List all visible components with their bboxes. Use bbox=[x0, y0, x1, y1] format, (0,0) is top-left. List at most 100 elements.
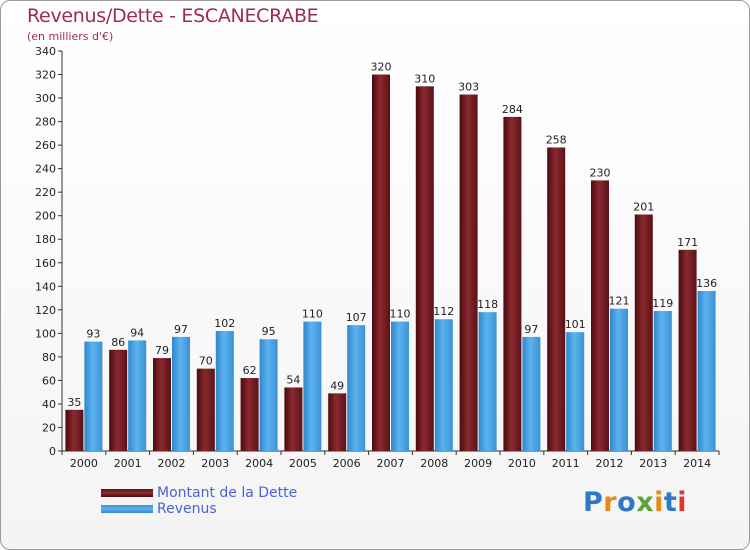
y-tick-label: 340 bbox=[35, 45, 56, 58]
data-label: 284 bbox=[502, 103, 523, 116]
bar-revenus bbox=[347, 325, 366, 451]
data-label: 62 bbox=[243, 364, 257, 377]
bar-revenus bbox=[303, 321, 322, 451]
y-tick-label: 40 bbox=[42, 398, 56, 411]
data-label: 201 bbox=[633, 201, 654, 214]
data-label: 110 bbox=[390, 308, 411, 321]
y-tick-label: 160 bbox=[35, 257, 56, 270]
bar-dette bbox=[415, 86, 434, 451]
y-tick-label: 80 bbox=[42, 351, 56, 364]
y-tick-label: 20 bbox=[42, 421, 56, 434]
bar-revenus bbox=[128, 340, 147, 451]
bar-dette bbox=[328, 393, 347, 451]
y-tick-label: 100 bbox=[35, 327, 56, 340]
logo-letter: i bbox=[654, 487, 664, 518]
bar-revenus bbox=[84, 341, 103, 451]
x-tick-label: 2007 bbox=[377, 457, 405, 470]
logo-letter: x bbox=[636, 487, 655, 518]
bar-revenus bbox=[478, 312, 497, 451]
data-label: 107 bbox=[346, 311, 367, 324]
logo-letter: t bbox=[663, 487, 678, 518]
bar-dette bbox=[109, 349, 128, 451]
bar-revenus bbox=[215, 331, 234, 451]
bar-dette bbox=[372, 74, 390, 451]
x-tick-label: 2013 bbox=[639, 457, 667, 470]
data-label: 121 bbox=[609, 295, 630, 308]
bar-revenus bbox=[434, 319, 453, 451]
data-label: 320 bbox=[371, 61, 392, 74]
bar-dette bbox=[65, 409, 84, 451]
bar-revenus bbox=[391, 321, 409, 451]
x-tick-label: 2010 bbox=[508, 457, 536, 470]
bar-revenus bbox=[566, 332, 585, 451]
data-label: 136 bbox=[696, 277, 717, 290]
data-label: 310 bbox=[414, 72, 435, 85]
bar-dette bbox=[240, 378, 259, 451]
data-label: 303 bbox=[458, 81, 479, 94]
x-tick-label: 2004 bbox=[245, 457, 273, 470]
bar-dette bbox=[678, 249, 697, 451]
x-tick-label: 2000 bbox=[70, 457, 98, 470]
chart-title: Revenus/Dette - ESCANECRABE bbox=[27, 5, 319, 27]
legend-swatch-revenus bbox=[101, 505, 153, 513]
data-label: 230 bbox=[590, 166, 611, 179]
bar-dette bbox=[459, 94, 478, 451]
data-label: 93 bbox=[86, 328, 100, 341]
data-label: 171 bbox=[677, 236, 698, 249]
bar-dette bbox=[284, 387, 303, 451]
bar-revenus bbox=[172, 336, 190, 451]
y-tick-label: 120 bbox=[35, 304, 56, 317]
y-tick-label: 60 bbox=[42, 374, 56, 387]
y-tick-label: 260 bbox=[35, 139, 56, 152]
x-tick-label: 2011 bbox=[552, 457, 580, 470]
data-label: 258 bbox=[546, 133, 567, 146]
data-label: 94 bbox=[130, 326, 144, 339]
data-label: 35 bbox=[67, 396, 81, 409]
x-tick-label: 2006 bbox=[333, 457, 361, 470]
logo-letter: P bbox=[583, 487, 604, 518]
bar-revenus bbox=[259, 339, 278, 451]
y-tick-label: 240 bbox=[35, 163, 56, 176]
y-tick-label: 320 bbox=[35, 69, 56, 82]
bar-dette bbox=[634, 214, 653, 451]
bar-dette bbox=[196, 368, 215, 451]
x-tick-label: 2009 bbox=[464, 457, 492, 470]
y-tick-label: 300 bbox=[35, 92, 56, 105]
data-label: 110 bbox=[302, 308, 323, 321]
logo-letter: o bbox=[617, 487, 637, 518]
data-label: 102 bbox=[214, 317, 235, 330]
data-label: 97 bbox=[524, 323, 538, 336]
bar-dette bbox=[547, 147, 566, 451]
data-label: 112 bbox=[433, 305, 454, 318]
y-tick-label: 0 bbox=[49, 445, 56, 458]
y-tick-label: 140 bbox=[35, 280, 56, 293]
x-tick-label: 2001 bbox=[114, 457, 142, 470]
y-tick-label: 180 bbox=[35, 233, 56, 246]
bar-dette bbox=[591, 180, 609, 452]
y-tick-label: 200 bbox=[35, 210, 56, 223]
legend-label-revenus: Revenus bbox=[157, 501, 217, 517]
data-label: 119 bbox=[652, 297, 673, 310]
proxiti-logo: Proxiti bbox=[583, 487, 687, 518]
bar-dette bbox=[153, 358, 171, 451]
data-label: 54 bbox=[286, 373, 300, 386]
x-tick-label: 2008 bbox=[420, 457, 448, 470]
bar-revenus bbox=[522, 336, 541, 451]
x-tick-label: 2014 bbox=[683, 457, 711, 470]
x-tick-label: 2002 bbox=[158, 457, 186, 470]
legend-swatch-debt bbox=[101, 489, 153, 497]
x-tick-label: 2005 bbox=[289, 457, 317, 470]
data-label: 97 bbox=[174, 323, 188, 336]
chart-subtitle: (en milliers d'€) bbox=[27, 30, 114, 43]
y-tick-label: 220 bbox=[35, 186, 56, 199]
data-label: 118 bbox=[477, 298, 498, 311]
data-label: 95 bbox=[262, 325, 276, 338]
y-tick-label: 280 bbox=[35, 116, 56, 129]
data-label: 49 bbox=[330, 379, 344, 392]
data-label: 79 bbox=[155, 344, 169, 357]
bar-revenus bbox=[697, 291, 716, 451]
bar-revenus bbox=[653, 311, 672, 451]
data-label: 101 bbox=[565, 318, 586, 331]
